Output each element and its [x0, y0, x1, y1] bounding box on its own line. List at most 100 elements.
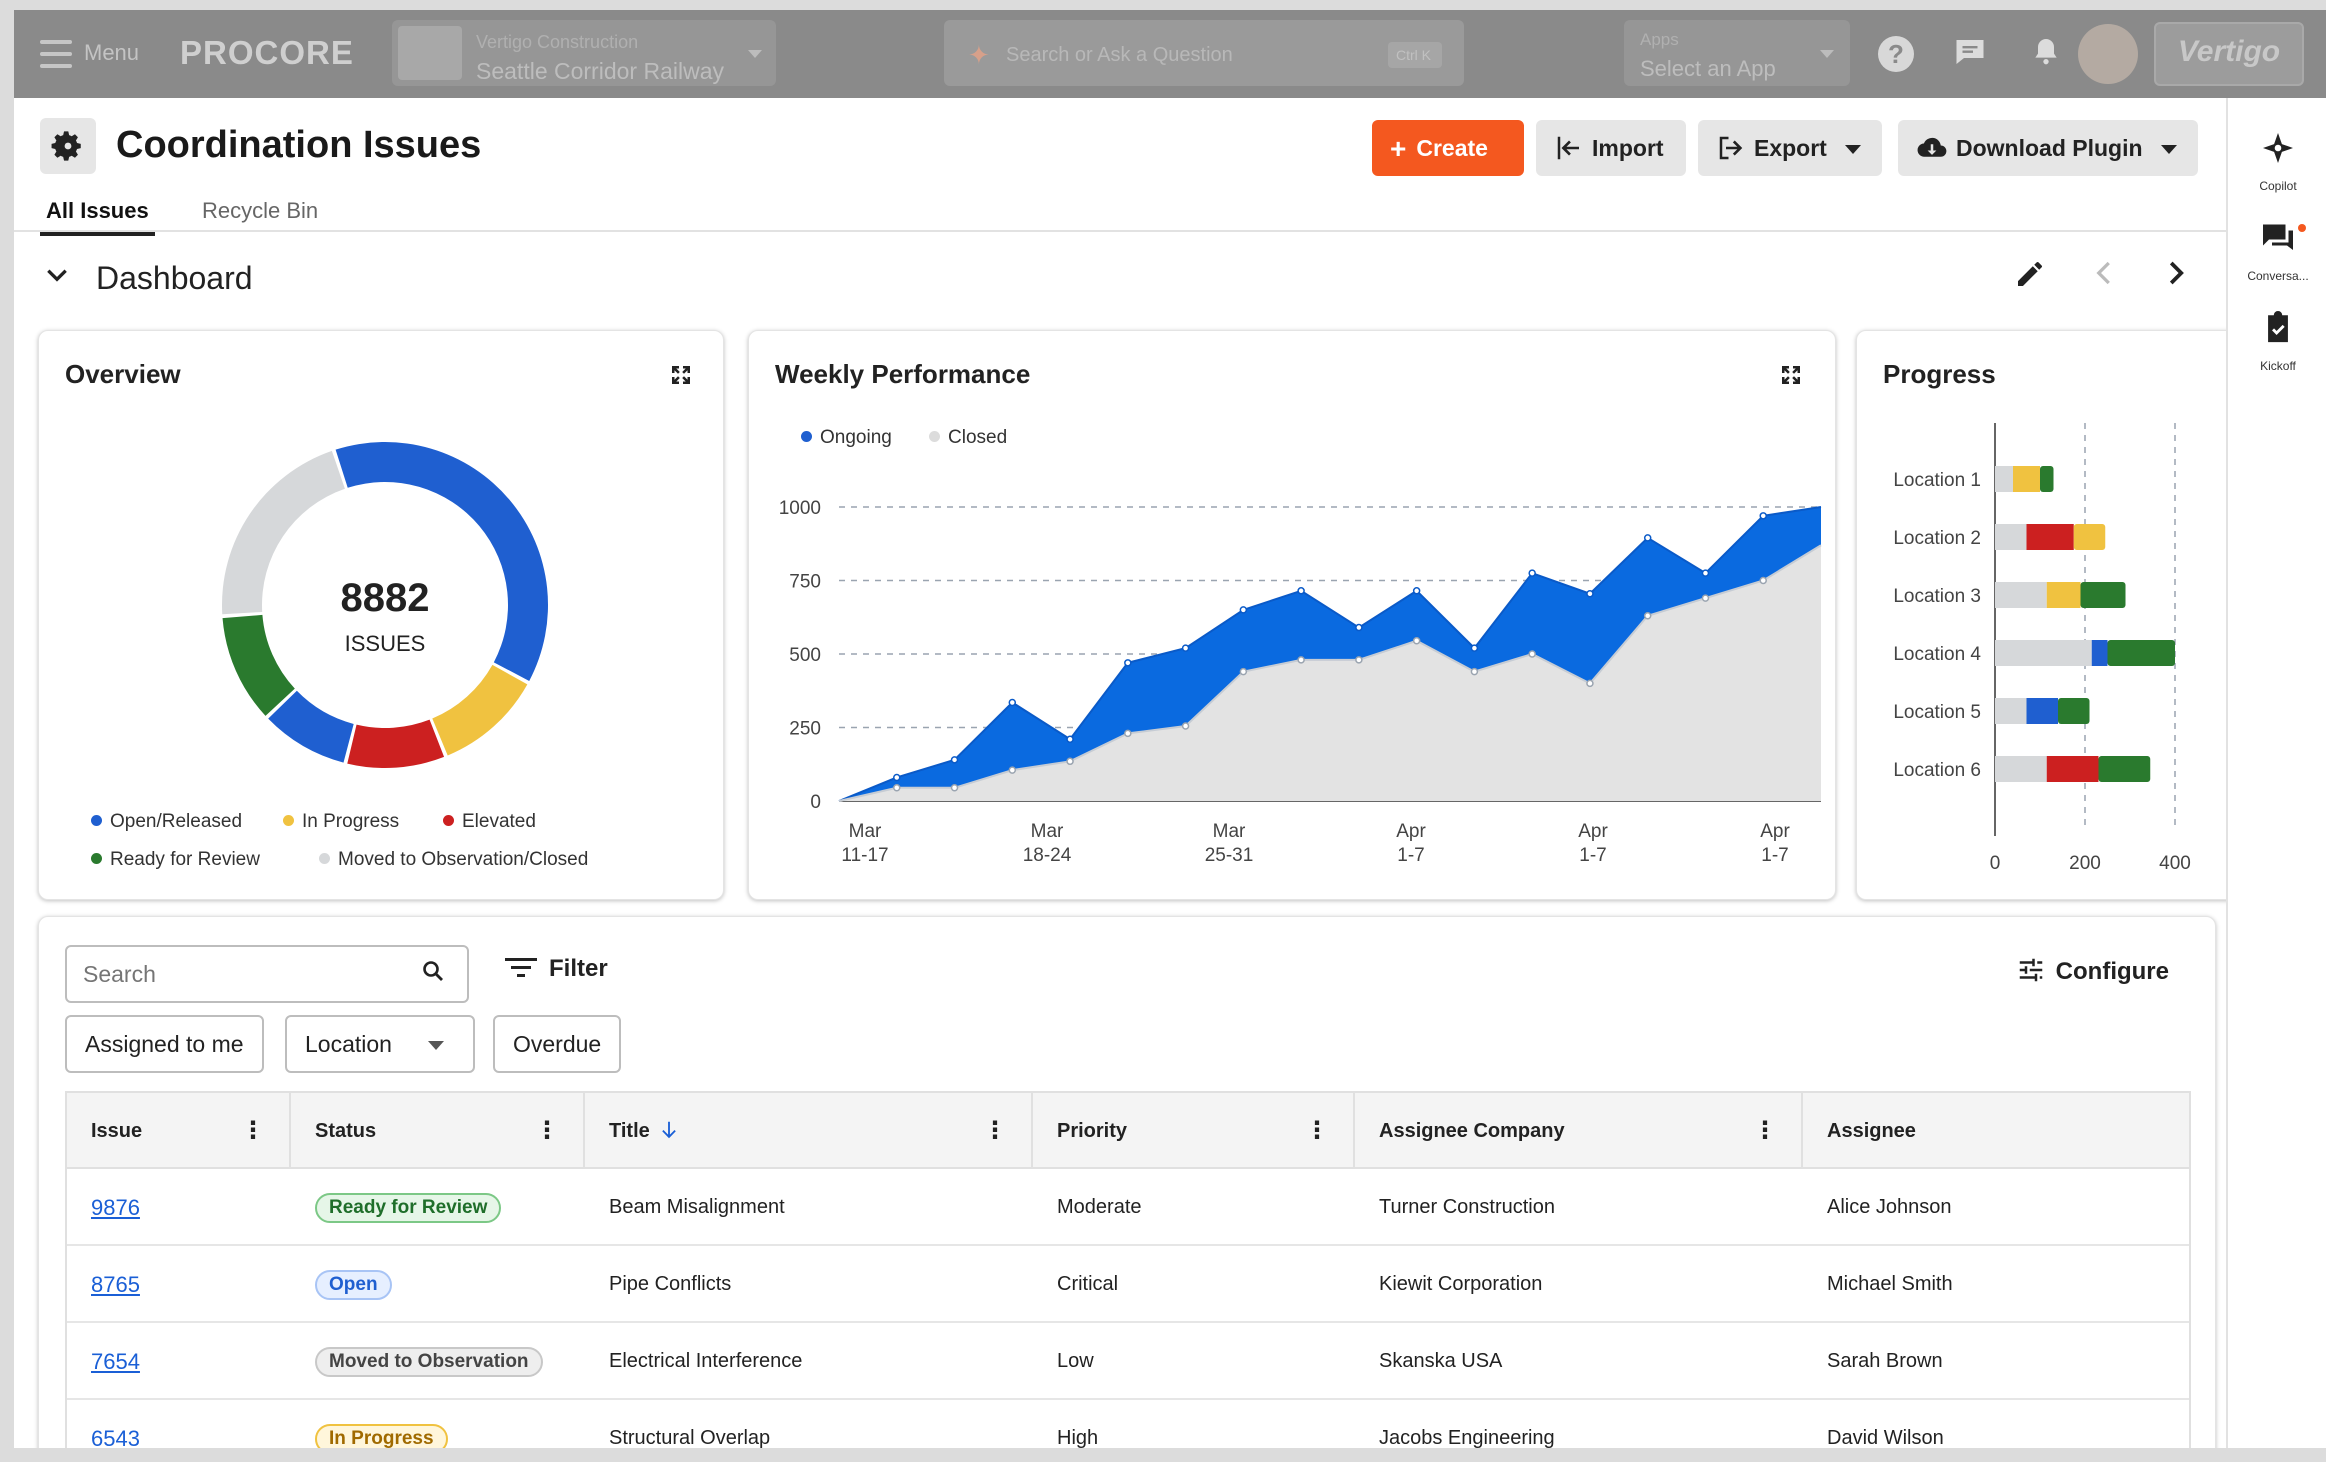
sort-arrow-down-icon[interactable] — [658, 1119, 680, 1141]
search-input[interactable] — [83, 961, 403, 988]
bar-segment[interactable] — [2058, 698, 2090, 724]
column-header-status[interactable]: Status ⋮ — [291, 1093, 585, 1169]
bar-segment[interactable] — [2026, 698, 2059, 724]
chevron-right-icon[interactable] — [2160, 258, 2190, 296]
closed-point[interactable] — [1297, 656, 1305, 664]
bar-segment[interactable] — [2026, 524, 2074, 550]
closed-point[interactable] — [1124, 729, 1132, 738]
messages-icon[interactable] — [1950, 34, 1990, 74]
donut-segment[interactable] — [268, 690, 354, 763]
ongoing-point[interactable] — [1297, 587, 1305, 595]
overdue-chip[interactable]: Overdue — [493, 1015, 622, 1073]
issue-link[interactable]: 9876 — [91, 1195, 140, 1220]
create-button[interactable]: + Create — [1372, 120, 1524, 176]
kebab-menu-icon[interactable]: ⋮ — [535, 1117, 559, 1144]
bar-segment[interactable] — [2107, 640, 2176, 666]
table-row[interactable]: 9876 Ready for Review Beam Misalignment Mod… — [67, 1169, 2189, 1246]
bar-segment[interactable] — [2046, 756, 2099, 782]
closed-point[interactable] — [1470, 667, 1479, 676]
expand-icon[interactable] — [1779, 363, 1803, 393]
table-row[interactable]: 6543 In Progress Structural Overlap High Jac… — [67, 1400, 2189, 1448]
donut-segment[interactable] — [432, 664, 528, 756]
sidebar-item-kickoff[interactable]: Kickoff — [2228, 310, 2326, 373]
column-header-title[interactable]: Title ⋮ — [585, 1093, 1033, 1169]
ongoing-point[interactable] — [1355, 623, 1363, 632]
bell-icon[interactable] — [2026, 34, 2066, 74]
closed-point[interactable] — [1586, 679, 1594, 688]
bar-segment[interactable] — [2098, 756, 2151, 782]
expand-icon[interactable] — [669, 363, 693, 393]
tab-all-issues[interactable]: All Issues — [40, 198, 155, 236]
bar-segment[interactable] — [2073, 524, 2106, 550]
closed-point[interactable] — [893, 784, 901, 792]
ongoing-point[interactable] — [1528, 569, 1536, 577]
tab-recycle-bin[interactable]: Recycle Bin — [202, 198, 319, 223]
gear-icon[interactable] — [40, 118, 96, 174]
project-selector[interactable]: Vertigo Construction Seattle Corridor Ra… — [392, 20, 776, 86]
ongoing-point[interactable] — [1759, 512, 1767, 520]
filter-button[interactable]: Filter — [505, 955, 608, 983]
closed-point[interactable] — [1181, 722, 1190, 730]
closed-point[interactable] — [1412, 637, 1421, 645]
column-header-assignee-company[interactable]: Assignee Company ⋮ — [1355, 1093, 1803, 1169]
donut-segment[interactable] — [222, 450, 345, 615]
sidebar-item-conversations[interactable]: Conversa... — [2228, 220, 2326, 283]
ongoing-point[interactable] — [1239, 606, 1248, 614]
user-avatar[interactable] — [2078, 24, 2138, 84]
help-icon[interactable]: ? — [1878, 36, 1914, 72]
closed-point[interactable] — [1066, 757, 1074, 766]
closed-point[interactable] — [1701, 594, 1710, 602]
kebab-menu-icon[interactable]: ⋮ — [1305, 1117, 1329, 1144]
ongoing-point[interactable] — [1008, 698, 1017, 707]
bar-segment[interactable] — [2091, 640, 2108, 666]
download-plugin-button[interactable]: Download Plugin — [1898, 120, 2198, 176]
configure-button[interactable]: Configure — [2016, 955, 2169, 986]
closed-point[interactable] — [1759, 576, 1767, 585]
bar-segment[interactable] — [1995, 698, 2027, 724]
bar-segment[interactable] — [2040, 466, 2054, 492]
closed-area[interactable] — [839, 545, 1821, 801]
ongoing-point[interactable] — [1181, 644, 1190, 652]
donut-segment[interactable] — [222, 614, 295, 716]
ongoing-point[interactable] — [1643, 534, 1652, 542]
kebab-menu-icon[interactable]: ⋮ — [983, 1117, 1007, 1144]
ongoing-point[interactable] — [950, 756, 959, 764]
column-header-issue[interactable]: Issue ⋮ — [67, 1093, 291, 1169]
bar-segment[interactable] — [2046, 582, 2081, 608]
column-header-priority[interactable]: Priority ⋮ — [1033, 1093, 1355, 1169]
closed-point[interactable] — [1008, 766, 1017, 774]
table-search[interactable] — [65, 945, 469, 1003]
menu-label[interactable]: Menu — [84, 40, 140, 65]
ongoing-point[interactable] — [1701, 569, 1710, 577]
procore-logo[interactable]: PROCORE — [180, 34, 354, 71]
closed-point[interactable] — [1355, 656, 1363, 664]
ongoing-point[interactable] — [1586, 589, 1594, 598]
ongoing-point[interactable] — [1412, 587, 1421, 595]
kebab-menu-icon[interactable]: ⋮ — [1753, 1117, 1777, 1144]
donut-segment[interactable] — [347, 719, 445, 768]
ongoing-point[interactable] — [893, 773, 901, 782]
ongoing-point[interactable] — [1124, 659, 1132, 667]
table-row[interactable]: 7654 Moved to Observation Electrical Inter… — [67, 1323, 2189, 1400]
issue-link[interactable]: 7654 — [91, 1349, 140, 1374]
bar-segment[interactable] — [1995, 524, 2027, 550]
bar-segment[interactable] — [2013, 466, 2040, 492]
menu-icon[interactable] — [40, 40, 72, 68]
bar-segment[interactable] — [1995, 466, 2013, 492]
collapse-chevron-icon[interactable] — [44, 262, 70, 295]
closed-point[interactable] — [1643, 612, 1652, 620]
table-row[interactable]: 8765 Open Pipe Conflicts Critical Kiewit Cor… — [67, 1246, 2189, 1323]
ongoing-point[interactable] — [1470, 644, 1479, 652]
closed-point[interactable] — [950, 784, 959, 792]
bar-segment[interactable] — [2080, 582, 2126, 608]
kebab-menu-icon[interactable]: ⋮ — [241, 1117, 265, 1144]
global-search[interactable]: ✦ Search or Ask a Question Ctrl K — [944, 20, 1464, 86]
closed-point[interactable] — [1528, 650, 1536, 658]
issue-link[interactable]: 8765 — [91, 1272, 140, 1297]
import-button[interactable]: Import — [1536, 120, 1686, 176]
donut-segment[interactable] — [335, 442, 548, 681]
app-selector[interactable]: Apps Select an App — [1624, 20, 1850, 86]
column-header-assignee[interactable]: Assignee — [1803, 1093, 2191, 1169]
export-button[interactable]: Export — [1698, 120, 1882, 176]
edit-pencil-icon[interactable] — [2014, 258, 2046, 298]
